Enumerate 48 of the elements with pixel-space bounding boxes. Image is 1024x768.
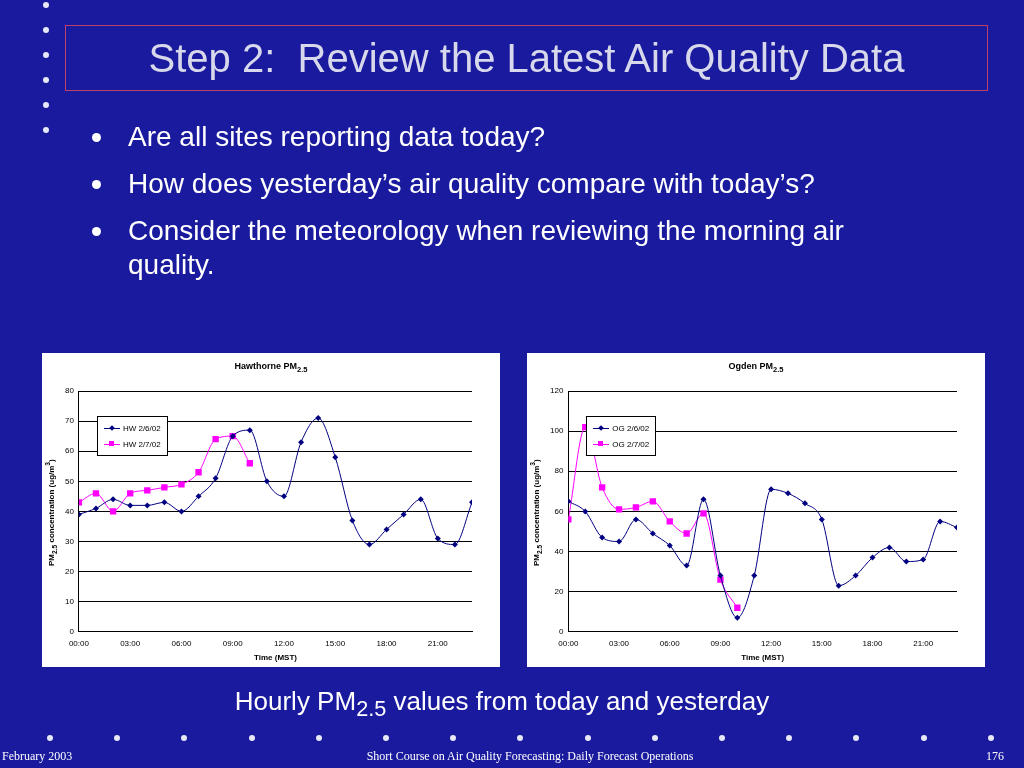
y-tick-label: 0 xyxy=(69,627,75,636)
x-tick-label: 15:00 xyxy=(325,638,346,648)
y-tick-label: 80 xyxy=(64,386,75,396)
legend-label: OG 2/6/02 xyxy=(612,423,650,433)
legend-label: OG 2/7/02 xyxy=(612,439,650,449)
x-tick-label: 03:00 xyxy=(120,638,141,648)
y-tick-label: 80 xyxy=(554,466,564,476)
x-tick-label: 06:00 xyxy=(659,638,681,648)
x-axis-title: Time (MST) xyxy=(253,653,298,663)
x-tick-label: 21:00 xyxy=(913,638,934,648)
y-tick-label: 70 xyxy=(64,416,75,426)
x-tick-label: 06:00 xyxy=(171,638,192,648)
y-tick-label: 40 xyxy=(64,506,75,516)
x-tick-label: 00:00 xyxy=(558,638,579,648)
x-tick-label: 15:00 xyxy=(811,638,833,648)
x-axis-title: Time (MST) xyxy=(741,653,785,663)
text: Hourly PM$_{2.5}$ values from today and yesterday xyxy=(233,686,771,723)
x-tick-label: 18:00 xyxy=(862,638,884,648)
x-tick-label: 00:00 xyxy=(68,638,90,648)
chart-title: Ogden PM$_{2.5}$ xyxy=(727,361,785,374)
y-tick-label: 120 xyxy=(549,386,564,396)
legend-label: HW 2/7/02 xyxy=(122,439,161,449)
x-tick-label: 09:00 xyxy=(222,638,244,648)
x-tick-label: 12:00 xyxy=(273,638,295,648)
text: Short Course on Air Quality Forecasting: Daily Forecast Operations xyxy=(365,749,695,764)
x-tick-label: 12:00 xyxy=(761,638,782,648)
text: 176 xyxy=(985,749,1004,764)
text: Are all sites reporting data today? xyxy=(128,121,546,152)
y-tick-label: 20 xyxy=(64,566,75,576)
text: Consider the meteorology when reviewing the morning air quality. xyxy=(128,215,844,280)
y-tick-label: 0 xyxy=(558,627,564,636)
text: How does yesterday’s air quality compare with today’s? xyxy=(128,168,815,199)
legend-label: HW 2/6/02 xyxy=(122,423,161,433)
x-tick-label: 03:00 xyxy=(609,638,630,648)
y-tick-label: 60 xyxy=(64,446,75,456)
y-tick-label: 30 xyxy=(64,536,75,546)
y-tick-label: 50 xyxy=(64,476,75,486)
y-tick-label: 60 xyxy=(554,506,564,516)
text: Step 2: Review the Latest Air Quality Data xyxy=(65,25,988,91)
x-tick-label: 09:00 xyxy=(710,638,731,648)
y-tick-label: 20 xyxy=(554,586,564,596)
x-tick-label: 21:00 xyxy=(427,638,449,648)
x-tick-label: 18:00 xyxy=(376,638,398,648)
y-tick-label: 10 xyxy=(64,596,75,606)
chart-title: Hawthorne PM$_{2.5}$ xyxy=(233,361,309,374)
y-tick-label: 40 xyxy=(554,546,564,556)
text: February 2003 xyxy=(2,749,73,764)
y-tick-label: 100 xyxy=(549,426,564,436)
